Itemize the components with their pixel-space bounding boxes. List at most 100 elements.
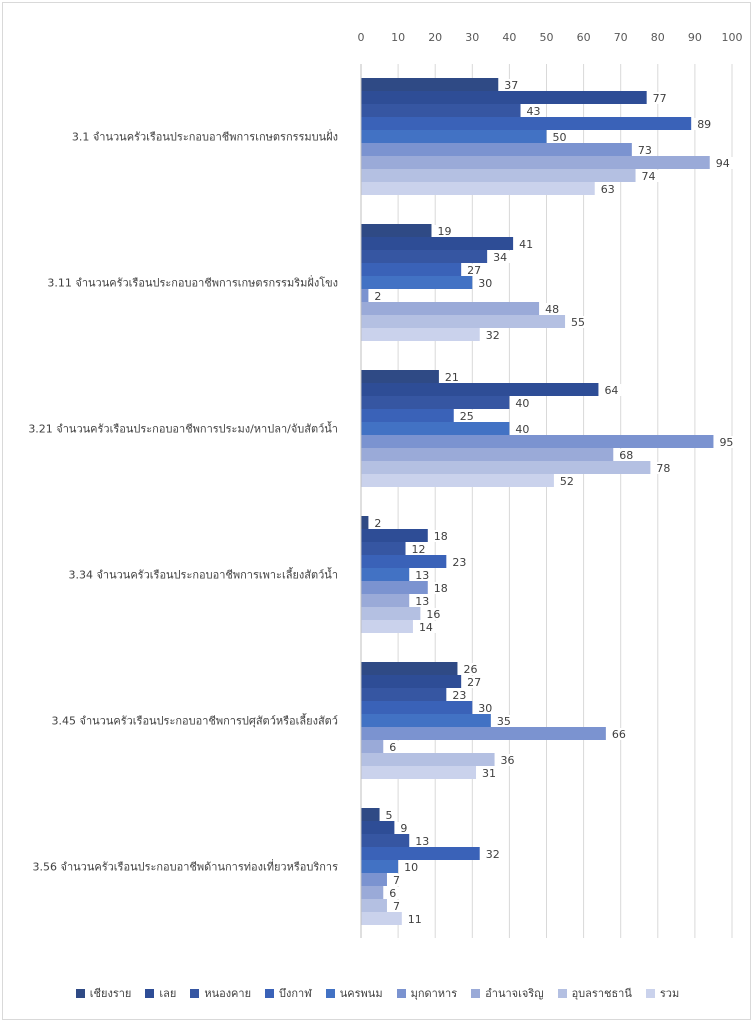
data-label: 32	[486, 329, 500, 342]
x-tick-label: 20	[428, 31, 442, 44]
data-label-bg	[712, 157, 733, 169]
data-label-bg	[441, 371, 462, 383]
bar	[361, 143, 632, 156]
category-label: 3.45 จำนวนครัวเรือนประกอบอาชีพการปศุสัตว…	[52, 713, 338, 728]
legend-item: หนองคาย	[190, 984, 251, 1002]
category-label: 3.34 จำนวนครัวเรือนประกอบอาชีพการเพาะเลี…	[69, 567, 339, 582]
data-label: 5	[386, 809, 393, 822]
data-label-bg	[412, 569, 433, 581]
legend-swatch	[145, 988, 155, 998]
data-label-bg	[382, 809, 396, 821]
bar	[361, 555, 447, 568]
data-label: 10	[404, 861, 418, 874]
data-label: 13	[415, 595, 429, 608]
legend-item: เลย	[145, 984, 176, 1002]
bar	[361, 156, 710, 169]
bar	[361, 912, 402, 925]
bar	[361, 396, 510, 409]
legend-swatch	[645, 988, 655, 998]
data-label-bg	[512, 423, 533, 435]
x-axis-ticks: 0 10 20 30 40 50 60 70 80 90 100	[358, 31, 743, 44]
legend-swatch	[396, 988, 406, 998]
bar	[361, 688, 447, 701]
bar	[361, 808, 380, 821]
data-label-bg	[542, 303, 563, 315]
bar	[361, 860, 399, 873]
data-label: 25	[460, 410, 474, 423]
bar	[361, 847, 480, 860]
data-label-bg	[653, 462, 674, 474]
legend-swatch	[190, 988, 200, 998]
data-label: 7	[393, 874, 400, 887]
data-label-bg	[638, 170, 659, 182]
bar	[361, 766, 477, 779]
x-tick-label: 90	[688, 31, 702, 44]
bar	[361, 182, 595, 195]
x-tick-label: 80	[651, 31, 665, 44]
data-label-bg	[464, 264, 485, 276]
bar	[361, 740, 384, 753]
bar	[361, 169, 636, 182]
x-tick-label: 70	[614, 31, 628, 44]
data-label-bg	[423, 608, 444, 620]
data-label-bg	[716, 436, 737, 448]
legend-item: มุกดาหาร	[396, 984, 457, 1002]
data-label: 26	[463, 663, 477, 676]
legend-swatch	[471, 988, 481, 998]
data-label: 74	[642, 170, 656, 183]
data-label: 36	[501, 754, 515, 767]
data-label-bg	[490, 251, 511, 263]
bar	[361, 899, 387, 912]
data-label-bg	[386, 741, 400, 753]
category-label: 3.56 จำนวนครัวเรือนประกอบอาชีพด้านการท่อ…	[33, 859, 339, 874]
bar	[361, 302, 540, 315]
data-label: 30	[478, 277, 492, 290]
data-label: 13	[415, 835, 429, 848]
data-label-bg	[434, 225, 455, 237]
bar	[361, 289, 369, 302]
bar	[361, 474, 554, 487]
data-label: 37	[504, 79, 518, 92]
data-label: 43	[527, 105, 541, 118]
data-label-bg	[371, 517, 385, 529]
bar	[361, 383, 599, 396]
data-label-bg	[430, 530, 451, 542]
bar	[361, 594, 410, 607]
legend-label: เชียงราย	[89, 987, 132, 1000]
data-label: 18	[434, 530, 448, 543]
data-label: 2	[374, 290, 381, 303]
data-label: 48	[545, 303, 559, 316]
data-label: 50	[553, 131, 567, 144]
legend-item: เชียงราย	[75, 984, 132, 1002]
bar	[361, 237, 514, 250]
bar	[361, 315, 566, 328]
data-label: 16	[426, 608, 440, 621]
bar	[361, 568, 410, 581]
bar	[361, 435, 714, 448]
bar	[361, 91, 647, 104]
bar	[361, 104, 521, 117]
data-label: 55	[571, 316, 585, 329]
bar	[361, 620, 413, 633]
data-label-bg	[408, 543, 429, 555]
legend-label: นครพนม	[339, 987, 383, 1000]
bar	[361, 886, 384, 899]
data-label-bg	[516, 238, 537, 250]
bar	[361, 263, 462, 276]
data-label: 30	[478, 702, 492, 715]
data-label-bg	[616, 449, 637, 461]
data-label-bg	[460, 663, 481, 675]
data-label-bg	[397, 822, 411, 834]
bar	[361, 821, 395, 834]
data-label: 18	[434, 582, 448, 595]
data-label: 95	[719, 436, 733, 449]
data-label: 13	[415, 569, 429, 582]
x-tick-label: 50	[540, 31, 554, 44]
legend-item: นครพนม	[325, 984, 383, 1002]
x-tick-label: 30	[465, 31, 479, 44]
data-label-bg	[412, 595, 433, 607]
legend-swatch	[557, 988, 567, 998]
bar	[361, 727, 606, 740]
data-label: 78	[656, 462, 670, 475]
